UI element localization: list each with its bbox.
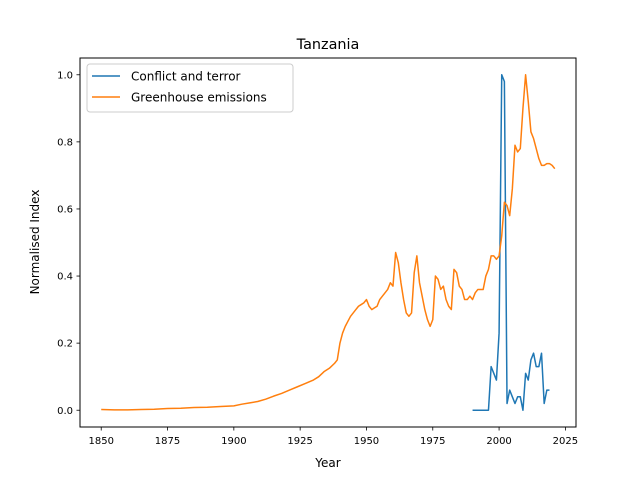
x-tick-label: 1850 [88,436,113,447]
series-lines [101,74,556,411]
plot-frame [79,57,577,428]
x-tick-label: 1875 [155,436,180,447]
y-tick-label: 0.8 [57,137,73,148]
series-line-1 [101,74,556,411]
x-axis-label: Year [314,456,340,470]
y-tick-label: 0.0 [57,406,73,417]
x-tick-label: 1950 [354,436,379,447]
y-tick-label: 1.0 [57,70,73,81]
x-tick-label: 1925 [287,436,312,447]
plot-area: 1850 1875 1900 1925 1950 1975 2000 2025 0.00.20… [57,57,578,447]
y-tick-label: 0.4 [57,272,73,283]
legend-label-conflict: Conflict and terror [131,70,241,84]
legend-label-greenhouse: Greenhouse emissions [131,91,267,105]
x-tick-label: 1975 [420,436,445,447]
series-line-0 [472,74,550,411]
x-tick-label: 1900 [221,436,246,447]
y-axis: 0.0 0.2 0.4 0.6 0.8 1.0 [57,70,80,417]
chart-title: Tanzania [296,37,360,53]
legend: Conflict and terror Greenhouse emissions [86,63,294,113]
y-tick-label: 0.2 [57,339,73,350]
x-axis: 1850 1875 1900 1925 1950 1975 2000 2025 [88,427,578,447]
legend-frame [86,63,294,113]
x-tick-label: 2025 [553,436,578,447]
y-tick-label: 0.6 [57,205,73,216]
x-tick-label: 2000 [486,436,511,447]
y-axis-label: Normalised Index [28,190,42,295]
